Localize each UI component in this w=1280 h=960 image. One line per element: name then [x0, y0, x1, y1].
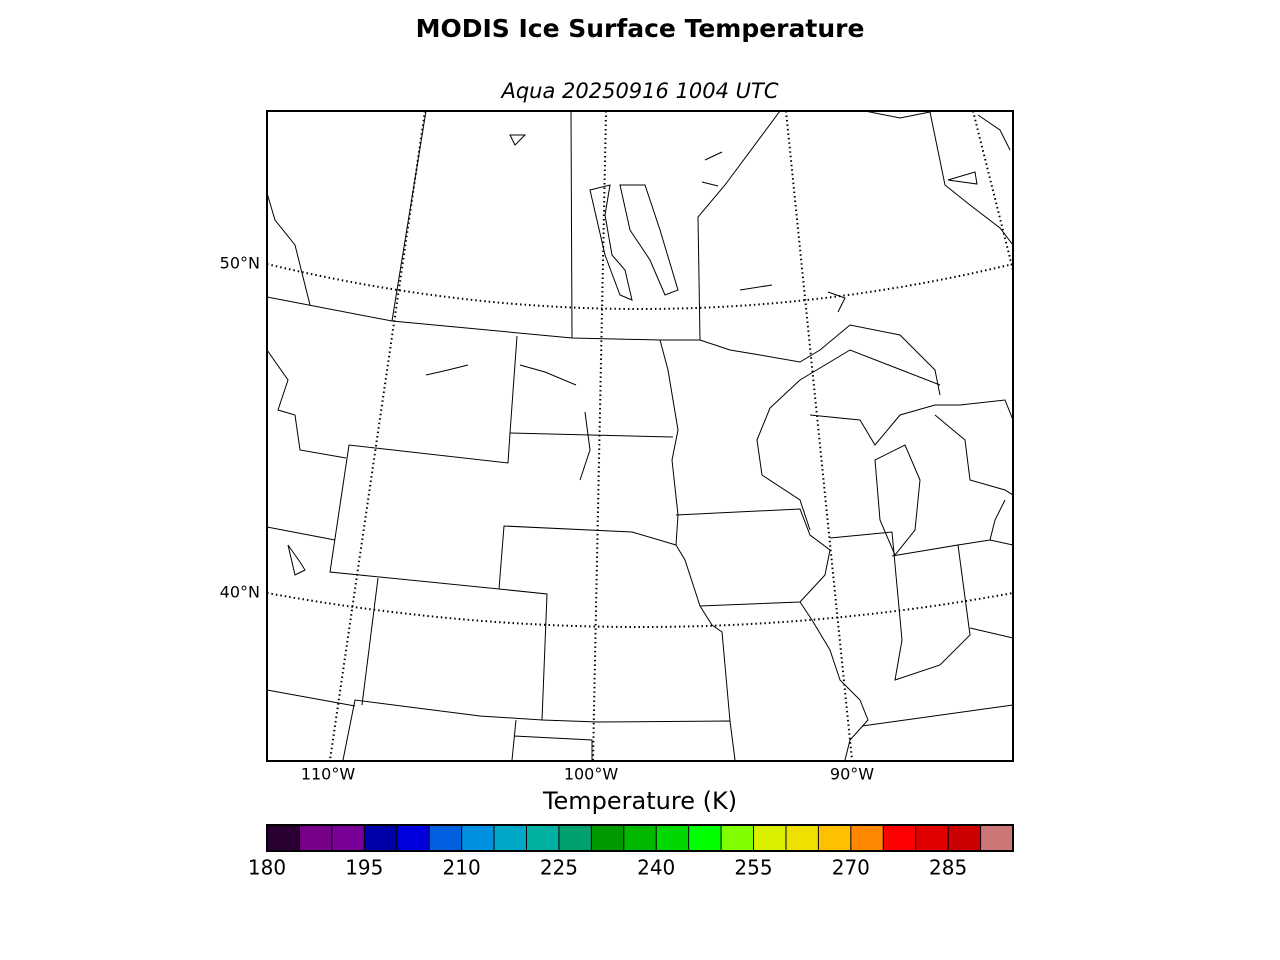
colorbar-segment	[267, 825, 300, 851]
colorbar-segment	[461, 825, 495, 851]
meridian	[329, 111, 426, 761]
lon-label: 90°W	[830, 765, 874, 784]
map-frame	[266, 110, 1014, 762]
colorbar-segment	[526, 825, 560, 851]
colorbar-tick-label: 210	[443, 856, 481, 880]
colorbar-segment	[915, 825, 949, 851]
parallel	[267, 263, 1013, 310]
colorbar: 180 195 210 225 240 255 270 285	[248, 824, 1014, 880]
lon-label: 100°W	[564, 765, 619, 784]
colorbar-tick-label: 180	[248, 856, 286, 880]
lat-label: 50°N	[220, 254, 260, 273]
parallel	[267, 592, 1013, 628]
colorbar-segment	[494, 825, 527, 851]
colorbar-tick-label: 240	[637, 856, 675, 880]
colorbar-segment	[396, 825, 430, 851]
colorbar-tick-label: 255	[734, 856, 772, 880]
colorbar-segment	[623, 825, 657, 851]
colorbar-segment	[558, 825, 592, 851]
lat-label: 40°N	[220, 583, 260, 602]
colorbar-tick-label: 285	[929, 856, 967, 880]
meridian	[785, 111, 853, 761]
colorbar-segment	[883, 825, 917, 851]
colorbar-segment	[299, 825, 333, 851]
colorbar-tick-label: 270	[832, 856, 870, 880]
colorbar-segment	[785, 825, 819, 851]
title: MODIS Ice Surface Temperature	[416, 14, 865, 43]
colorbar-tick-label: 195	[345, 856, 383, 880]
colorbar-segment	[818, 825, 852, 851]
borders	[267, 111, 1013, 761]
colorbar-segment	[980, 825, 1014, 851]
colorbar-segment	[753, 825, 787, 851]
colorbar-segment	[688, 825, 722, 851]
map	[266, 110, 1014, 762]
colorbar-segment	[591, 825, 625, 851]
colorbar-label: Temperature (K)	[542, 787, 737, 815]
lon-label: 110°W	[301, 765, 356, 784]
colorbar-segment	[429, 825, 463, 851]
colorbar-segment	[721, 825, 755, 851]
colorbar-segment	[948, 825, 982, 851]
colorbar-segment	[331, 825, 365, 851]
colorbar-segment	[850, 825, 884, 851]
meridian	[972, 111, 1013, 271]
subtitle: Aqua 20250916 1004 UTC	[499, 79, 778, 103]
colorbar-segment	[364, 825, 398, 851]
colorbar-segment	[656, 825, 690, 851]
colorbar-tick-label: 225	[540, 856, 578, 880]
colorbar-frame	[266, 824, 1014, 852]
